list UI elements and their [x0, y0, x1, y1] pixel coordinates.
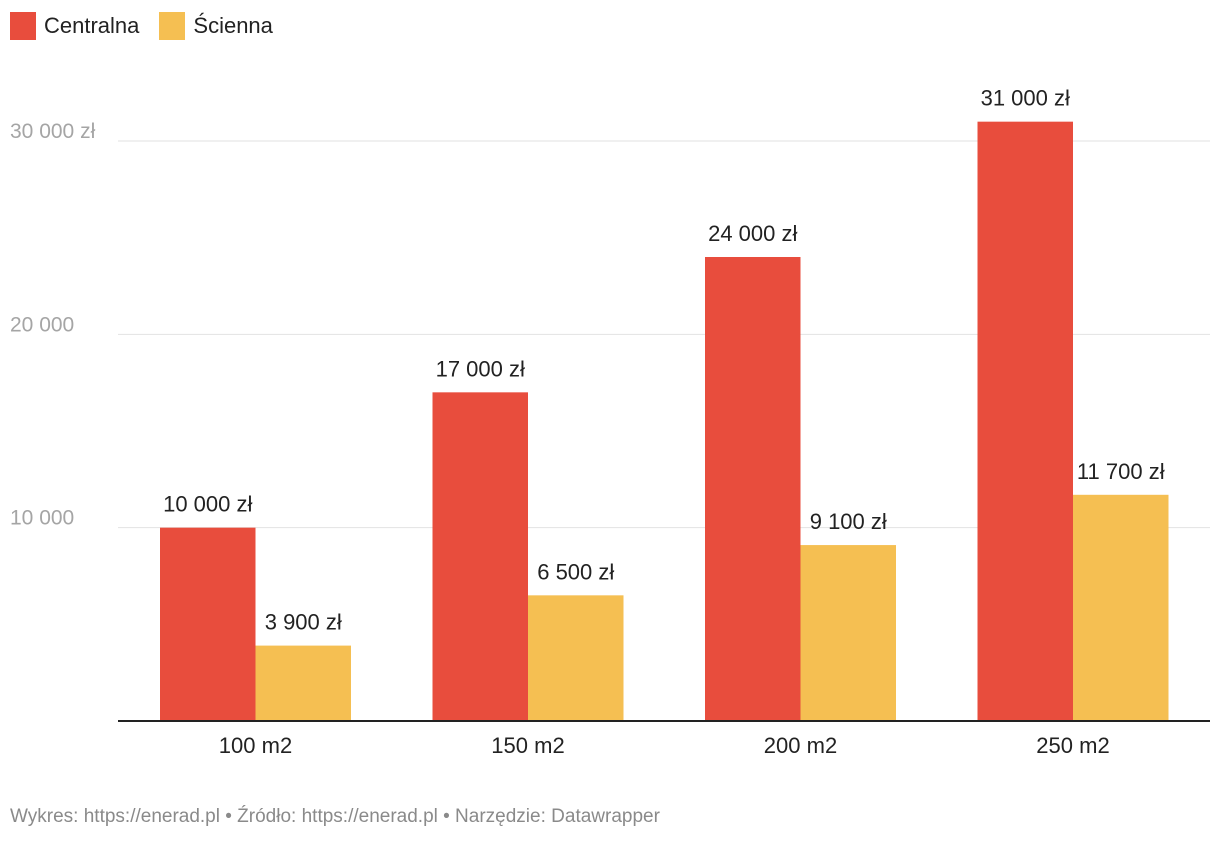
chart-legend: Centralna Ścienna [10, 12, 293, 40]
bar [800, 545, 896, 721]
y-tick-label: 30 000 zł [10, 120, 96, 143]
bar [1073, 494, 1169, 721]
data-label: 10 000 zł [163, 492, 252, 517]
legend-swatch-centralna [10, 12, 36, 40]
x-tick-label: 100 m2 [219, 733, 292, 758]
bar [977, 121, 1073, 721]
legend-item-centralna: Centralna [10, 12, 139, 40]
data-label: 24 000 zł [708, 221, 797, 246]
legend-swatch-scienna [159, 12, 186, 40]
legend-label-centralna: Centralna [44, 13, 140, 38]
data-label: 9 100 zł [810, 509, 887, 534]
bar [160, 527, 256, 721]
data-label: 31 000 zł [981, 86, 1070, 111]
bar-chart: 10 000 20 000 30 000 zł 10 000 zł 3 900 zł 10… [10, 86, 1210, 758]
data-label: 17 000 zł [436, 356, 525, 381]
bar [432, 392, 528, 721]
data-label: 11 700 zł [1077, 459, 1165, 484]
x-tick-label: 250 m2 [1036, 733, 1109, 758]
y-tick-label: 20 000 [10, 313, 74, 336]
data-label: 3 900 zł [265, 610, 342, 635]
legend-item-scienna: Ścienna [159, 12, 273, 40]
x-tick-label: 150 m2 [491, 733, 564, 758]
y-tick-label: 10 000 [10, 507, 74, 530]
bar [528, 595, 624, 721]
legend-label-scienna: Ścienna [193, 13, 273, 38]
x-tick-label: 200 m2 [764, 733, 837, 758]
bar [255, 645, 351, 721]
bar [705, 257, 801, 721]
chart-footer: Wykres: https://enerad.pl • Źródło: http… [10, 806, 660, 827]
data-label: 6 500 zł [537, 559, 614, 584]
